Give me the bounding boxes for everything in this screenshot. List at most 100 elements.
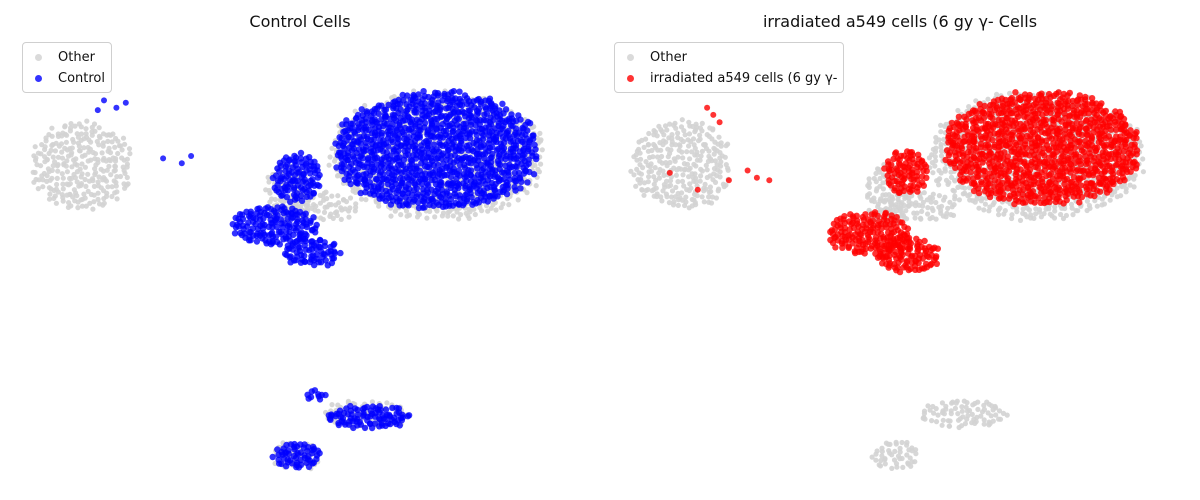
other-point <box>63 139 69 145</box>
other-point <box>78 124 84 130</box>
other-point <box>693 202 699 208</box>
other-point <box>424 215 430 221</box>
control-point <box>430 202 437 209</box>
other-point <box>78 131 85 137</box>
control-point <box>412 155 420 162</box>
other-point <box>939 400 945 406</box>
other-point <box>865 194 871 200</box>
irradiated-point <box>1064 105 1072 112</box>
control-point <box>307 393 315 401</box>
control-point <box>508 163 516 171</box>
irradiated-point <box>1063 134 1070 141</box>
other-point <box>1092 198 1098 204</box>
control-point <box>297 238 304 245</box>
other-point <box>506 202 512 208</box>
control-point <box>395 184 403 192</box>
control-point <box>286 254 293 261</box>
other-point <box>900 464 906 470</box>
other-point <box>689 149 695 155</box>
other-point <box>985 96 991 102</box>
other-point <box>108 132 114 138</box>
other-point <box>725 167 731 173</box>
other-point <box>56 143 63 149</box>
other-point <box>1138 143 1144 149</box>
other-point <box>941 411 947 417</box>
other-point <box>936 182 942 188</box>
other-point <box>889 452 895 458</box>
control-cells-panel: Control Cells Other Control <box>22 12 545 472</box>
other-point <box>869 454 875 460</box>
irradiated-point <box>1047 109 1054 117</box>
control-point <box>518 178 525 185</box>
other-point <box>74 169 80 175</box>
other-point <box>330 215 336 221</box>
control-point <box>269 453 276 461</box>
other-point <box>866 176 872 182</box>
other-point <box>96 174 102 180</box>
other-point <box>346 214 352 220</box>
other-point <box>976 205 982 211</box>
other-point <box>987 420 993 427</box>
other-point <box>938 170 944 176</box>
other-point <box>1126 175 1132 181</box>
other-point <box>932 163 938 169</box>
irradiated-point <box>1008 110 1016 117</box>
other-point <box>889 465 895 471</box>
other-point <box>698 173 704 179</box>
other-point <box>717 174 723 180</box>
other-point <box>103 193 110 199</box>
irradiated-point <box>968 109 975 117</box>
other-point <box>404 213 410 219</box>
other-point <box>947 199 953 205</box>
other-point <box>942 168 948 174</box>
control-point <box>456 172 463 179</box>
control-point <box>475 199 483 206</box>
control-point <box>468 193 475 201</box>
other-point <box>654 154 661 160</box>
control-point <box>475 109 482 116</box>
other-point <box>723 143 729 149</box>
control-point <box>469 201 476 208</box>
control-point <box>398 417 405 424</box>
other-point <box>99 150 105 156</box>
other-point <box>48 147 54 153</box>
control-point <box>188 153 195 159</box>
control-point <box>321 242 329 250</box>
irradiated-point <box>1076 139 1083 146</box>
other-point <box>658 194 664 200</box>
irradiated-point <box>975 128 982 135</box>
other-point <box>1026 207 1032 213</box>
legend-item-control: Control <box>31 68 105 89</box>
other-point <box>684 161 691 167</box>
control-point <box>303 223 311 231</box>
control-point <box>332 413 339 420</box>
other-point <box>119 147 125 153</box>
irradiated-point <box>976 101 983 108</box>
control-point <box>302 161 309 169</box>
irradiated-point <box>1088 95 1096 102</box>
control-point <box>389 138 396 146</box>
other-point <box>718 159 724 165</box>
control-point <box>247 237 254 244</box>
control-point <box>307 170 314 177</box>
control-point <box>488 154 495 161</box>
other-point <box>1127 123 1133 129</box>
other-point <box>673 125 679 131</box>
other-point <box>903 208 909 214</box>
control-point <box>455 184 462 192</box>
other-point <box>928 199 934 205</box>
control-point <box>101 97 107 104</box>
control-point <box>515 169 523 177</box>
control-point <box>405 181 412 188</box>
other-point <box>955 107 961 114</box>
other-point <box>708 200 715 206</box>
other-point <box>75 205 81 211</box>
other-point <box>722 154 728 160</box>
control-point <box>409 198 417 205</box>
other-point <box>675 130 681 136</box>
other-point <box>940 417 946 423</box>
control-point <box>433 155 440 163</box>
other-point <box>320 216 326 223</box>
other-point <box>880 186 886 192</box>
other-point <box>343 199 350 205</box>
